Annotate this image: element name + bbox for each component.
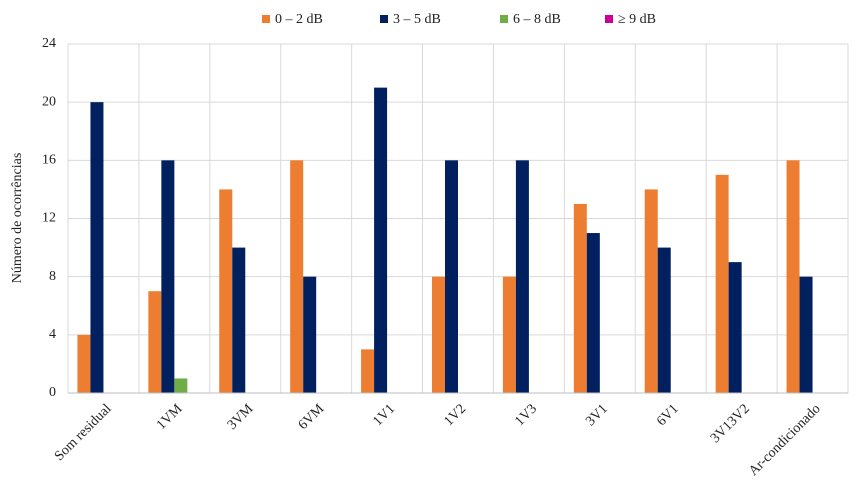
x-tick-label: Som residual — [52, 401, 115, 464]
legend-label: ≥ 9 dB — [618, 12, 656, 27]
x-tick-label: 3V1 — [583, 401, 611, 429]
legend-label: 3 – 5 dB — [393, 12, 441, 27]
legend-swatch — [380, 15, 388, 23]
bar — [219, 189, 233, 393]
legend-swatch — [605, 15, 613, 23]
bar — [586, 233, 600, 393]
x-tick-label: 1V1 — [371, 401, 399, 429]
bar — [644, 189, 658, 393]
bar — [445, 160, 458, 393]
bar — [77, 334, 91, 393]
y-tick-label: 24 — [42, 36, 56, 51]
y-tick-label: 0 — [49, 385, 56, 400]
y-axis-label: Número de ocorrências — [10, 153, 25, 284]
bar — [502, 276, 516, 393]
bar — [786, 160, 800, 393]
bar — [573, 203, 587, 393]
y-tick-label: 8 — [49, 269, 56, 284]
bar — [161, 160, 175, 393]
bar — [432, 276, 445, 393]
bar — [799, 276, 813, 393]
y-tick-label: 16 — [42, 153, 56, 168]
bar — [728, 262, 742, 393]
x-tick-label: Ar-condicionado — [746, 401, 823, 478]
bar — [90, 102, 104, 394]
bar — [232, 247, 246, 393]
bar — [515, 160, 529, 393]
bar — [715, 174, 729, 393]
x-tick-label: 3VM — [225, 401, 257, 433]
bar — [290, 160, 304, 393]
x-tick-label: 1V2 — [441, 401, 469, 429]
y-tick-label: 4 — [49, 327, 56, 342]
legend-label: 6 – 8 dB — [513, 12, 561, 27]
legend-label: 0 – 2 dB — [275, 12, 323, 27]
x-tick-label: 1VM — [154, 401, 186, 433]
x-tick-label: 1V3 — [512, 401, 540, 429]
bar — [303, 276, 317, 393]
legend-swatch — [262, 15, 270, 23]
x-tick-label: 6V1 — [654, 401, 682, 429]
legend-swatch — [500, 15, 508, 23]
bar — [361, 349, 375, 393]
y-tick-label: 12 — [42, 211, 56, 226]
bar — [174, 378, 188, 393]
x-tick-label: 3V13V2 — [708, 401, 753, 446]
bar — [148, 291, 162, 393]
x-tick-label: 6VM — [296, 401, 328, 433]
bar — [374, 87, 388, 393]
y-tick-label: 20 — [42, 94, 56, 109]
bar — [657, 247, 671, 393]
